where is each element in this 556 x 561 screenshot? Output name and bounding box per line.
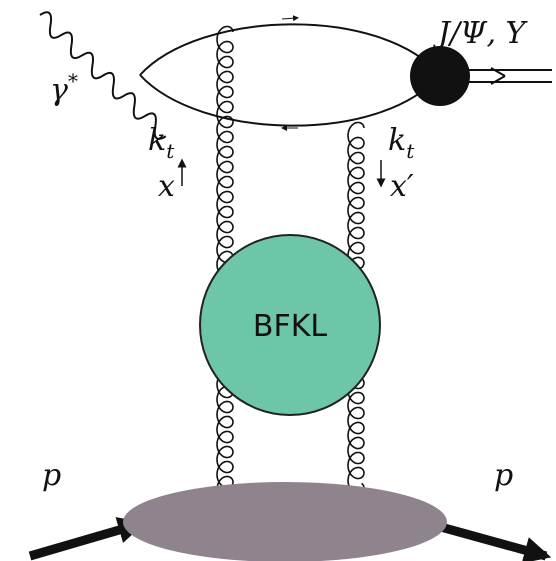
- meson-vertex: [410, 46, 470, 106]
- proton-out-line: [430, 524, 546, 556]
- fraction-label: x: [158, 169, 175, 204]
- proton-label: p: [494, 458, 513, 493]
- photon-line: [15, 10, 192, 142]
- momentum-subscript: t: [166, 139, 175, 163]
- meson-label: J/Ψ, Υ: [432, 16, 529, 51]
- photon-star: *: [68, 69, 78, 93]
- quark-line-upper: [140, 24, 440, 75]
- momentum-subscript: t: [406, 139, 415, 163]
- momentum-symbol: k: [388, 123, 406, 158]
- photon-label: γ*: [50, 69, 78, 108]
- proton-in-line: [30, 524, 140, 556]
- momentum-label: kt: [388, 123, 415, 163]
- quark-arrow: [282, 18, 296, 19]
- photon-symbol: γ: [50, 73, 68, 108]
- diagram: J/Ψ, Υ γ* kt x kt x′ BFKL p p: [0, 0, 556, 561]
- momentum-label: kt: [148, 123, 175, 163]
- momentum-symbol: k: [148, 123, 166, 158]
- proton-label: p: [42, 458, 61, 493]
- quark-line-lower: [140, 75, 440, 126]
- bfkl-label: BFKL: [253, 309, 328, 344]
- proton-blob: [123, 482, 447, 561]
- fraction-label: x′: [390, 169, 414, 204]
- page: {"labels": { "meson": "J/Ψ, Υ", "photon"…: [0, 0, 556, 561]
